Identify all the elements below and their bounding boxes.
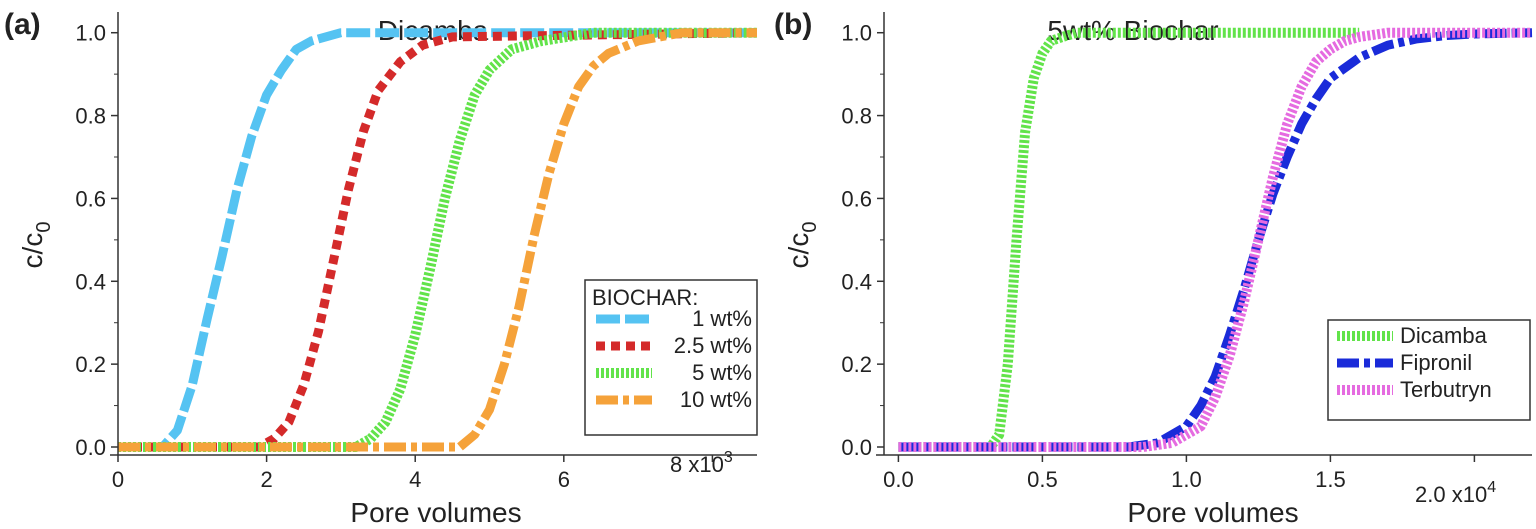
panel-a-x-multiplier-exp: 3 <box>724 449 733 466</box>
panel-b-x-multiplier-base: x10 <box>1452 482 1487 507</box>
panel-b-y-tick-label: 0.6 <box>841 186 872 211</box>
panel-b-axes: 0.0 0.2 0.4 0.6 0.8 1.0 0.0 0.5 1.0 1.5 <box>841 12 1532 492</box>
panel-a-x-tick-label: 4 <box>409 467 421 492</box>
panel-a-x-multiplier: 8 x103 <box>670 449 733 477</box>
panel-b-y-tick-label: 0.0 <box>841 435 872 460</box>
panel-b-x-axis-label: Pore volumes <box>1127 497 1298 528</box>
panel-a-x-tick-label: 6 <box>558 467 570 492</box>
panel-b-y-axis-label-main: c/c <box>783 233 814 269</box>
panel-a-legend-label: 5 wt% <box>692 360 752 385</box>
panel-a-label: (a) <box>4 8 41 41</box>
panel-b-legend-label: Terbutryn <box>1400 377 1492 402</box>
panel-b-series-dicamba <box>898 27 1360 452</box>
panel-a-y-tick-label: 0.6 <box>75 186 106 211</box>
panel-b-series-fipronil <box>898 28 1533 452</box>
panel-a-y-tick-label: 0.2 <box>75 352 106 377</box>
panel-a-y-axis-label-main: c/c <box>17 233 48 269</box>
panel-b-x-multiplier-two: 2.0 <box>1415 482 1452 507</box>
panel-a-y-tick-label: 0.0 <box>75 435 106 460</box>
panel-a-x-multiplier-eight: 8 <box>670 452 688 477</box>
panel-a-legend-label: 1 wt% <box>692 306 752 331</box>
panel-b: (b) 5wt% Biochar 0.00.20.40.60.81.00.0 0.… <box>774 8 1533 528</box>
panel-a-y-tick-label: 0.8 <box>75 104 106 129</box>
panel-a-series-10-wt- <box>118 28 757 452</box>
panel-a-x-axis-label: Pore volumes <box>350 497 521 528</box>
panel-b-label: (b) <box>774 8 812 41</box>
panel-a-legend: BIOCHAR: 1 wt%2.5 wt%5 wt%10 wt% <box>584 279 758 436</box>
panel-a-legend-label: 2.5 wt% <box>674 333 752 358</box>
panel-a-legend-title: BIOCHAR: <box>592 285 698 310</box>
panel-a-x-multiplier-base: x10 <box>688 452 723 477</box>
panel-b-x-tick-label: 1.0 <box>1171 467 1202 492</box>
panel-b-x-tick-label: 0.0 <box>883 467 914 492</box>
panel-a-legend-box <box>584 279 758 436</box>
panel-b-x-multiplier-exp: 4 <box>1487 479 1496 496</box>
panel-a-x-tick-label: 2 <box>260 467 272 492</box>
panel-a-y-axis-label-sub: 0 <box>33 222 55 233</box>
panel-a-series-5-wt- <box>118 27 757 452</box>
panel-a-legend-label: 10 wt% <box>680 387 752 412</box>
panel-b-y-tick-label: 0.2 <box>841 352 872 377</box>
panel-b-y-tick-label: 0.4 <box>841 269 872 294</box>
panel-b-x-multiplier: 2.0 x104 <box>1415 479 1496 507</box>
panel-a-y-axis-label: c/c0 <box>17 222 55 269</box>
panel-b-y-tick-label: 0.8 <box>841 104 872 129</box>
panel-b-legend-label: Dicamba <box>1400 323 1488 348</box>
panel-a: (a) Dicamba 0.00.20.40.60.81.00 2 4 6 8 x10… <box>4 8 758 528</box>
panel-b-series-terbutryn <box>898 27 1532 452</box>
panel-a-axes: 0.0 0.2 0.4 0.6 0.8 1.0 0 2 4 6 <box>75 12 757 492</box>
panel-b-series-group <box>898 27 1533 452</box>
panel-b-legend-box <box>1327 319 1531 421</box>
panel-b-y-axis-label-sub: 0 <box>799 222 821 233</box>
panel-b-y-axis-label: c/c0 <box>783 222 821 269</box>
panel-a-series-1-wt- <box>118 28 757 452</box>
panel-a-x-tick-label: 0 <box>112 467 124 492</box>
panel-b-legend-label: Fipronil <box>1400 350 1472 375</box>
panel-a-series-group <box>118 27 758 452</box>
panel-a-y-tick-label: 1.0 <box>75 21 106 46</box>
panel-b-x-tick-label: 0.5 <box>1027 467 1058 492</box>
panel-b-x-tick-label: 1.5 <box>1315 467 1346 492</box>
panel-b-y-tick-label: 1.0 <box>841 21 872 46</box>
panel-a-y-tick-label: 0.4 <box>75 269 106 294</box>
